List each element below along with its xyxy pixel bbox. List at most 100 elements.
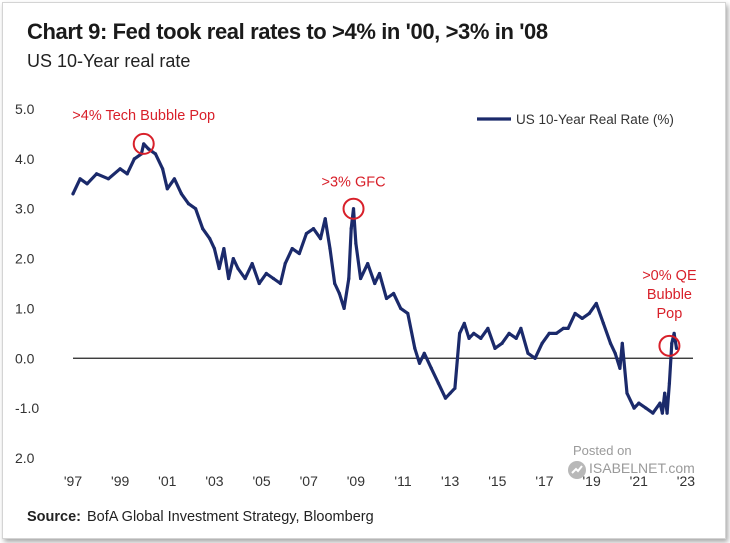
x-tick-label: '15 <box>488 473 506 489</box>
data-point <box>201 227 205 231</box>
data-point <box>406 311 410 316</box>
data-point <box>106 177 110 181</box>
legend: US 10-Year Real Rate (%) <box>477 112 674 127</box>
annotation-label: Pop <box>657 306 683 322</box>
y-tick-label: 1.0 <box>15 300 35 316</box>
data-point <box>554 331 558 335</box>
data-point <box>429 366 433 370</box>
data-point <box>533 356 537 360</box>
data-point <box>283 261 287 266</box>
data-point <box>311 227 316 231</box>
x-tick-label: '03 <box>205 473 223 489</box>
x-tick-label: '05 <box>252 473 270 489</box>
data-point <box>250 261 254 266</box>
data-point <box>337 291 341 296</box>
data-point <box>377 271 382 276</box>
data-point <box>142 142 146 146</box>
data-point <box>413 346 417 350</box>
data-point <box>458 331 462 335</box>
data-point <box>328 247 332 251</box>
data-point <box>613 351 617 355</box>
data-point <box>500 341 504 345</box>
y-tick-label: 2.0 <box>15 450 35 466</box>
data-point <box>443 396 448 400</box>
data-point <box>660 411 664 415</box>
data-point <box>472 331 476 335</box>
data-point <box>179 192 184 196</box>
x-tick-label: '23 <box>677 473 695 489</box>
data-point <box>257 281 261 286</box>
data-point <box>547 331 551 335</box>
data-point <box>342 306 346 311</box>
source-note: Source: BofA Global Investment Strategy, … <box>27 509 374 525</box>
series-layer <box>71 142 679 415</box>
data-point <box>278 281 283 286</box>
data-point <box>222 247 226 251</box>
data-point <box>620 341 624 345</box>
x-tick-label: '01 <box>158 473 176 489</box>
data-point <box>417 361 422 365</box>
data-point <box>323 217 327 221</box>
data-point <box>359 276 363 281</box>
data-point <box>132 157 136 161</box>
data-point <box>354 242 358 246</box>
x-tick-label: '13 <box>441 473 459 489</box>
data-point <box>146 147 151 151</box>
data-point <box>217 266 221 271</box>
data-point <box>514 336 518 340</box>
data-point <box>172 177 176 181</box>
data-point <box>453 386 457 390</box>
data-point <box>208 237 212 241</box>
data-point <box>507 331 511 335</box>
annotation-label: >3% GFC <box>322 175 386 191</box>
data-point <box>667 381 672 385</box>
source-label: Source: <box>27 509 81 525</box>
y-tick-label: 4.0 <box>15 151 35 167</box>
data-point <box>373 281 377 286</box>
data-point <box>663 391 667 395</box>
data-point <box>608 341 613 345</box>
data-point <box>304 232 308 236</box>
x-tick-label: '11 <box>394 473 411 489</box>
data-point <box>665 411 669 415</box>
data-point <box>392 291 396 296</box>
data-point <box>561 326 565 330</box>
legend-label: US 10-Year Real Rate (%) <box>516 112 674 127</box>
data-point <box>580 316 584 320</box>
data-point <box>318 237 323 241</box>
chart-title: Chart 9: Fed took real rates to >4% in '… <box>27 19 548 44</box>
data-point <box>236 266 240 271</box>
line-chart: 5.0 4.0 3.0 2.0 1.0 0.0 -1.0 2.0 '97 '99 '01 '03 '05… <box>15 101 697 489</box>
data-point <box>493 346 497 350</box>
data-point <box>670 341 674 345</box>
data-point <box>462 321 466 325</box>
data-point <box>519 326 523 330</box>
annotation-label: Bubble <box>647 287 692 303</box>
x-tick-label: '97 <box>64 473 82 489</box>
data-point <box>71 192 75 196</box>
data-point <box>651 411 655 415</box>
annotation-circle <box>132 132 155 155</box>
data-point <box>436 381 440 385</box>
data-point <box>243 276 247 281</box>
watermark-site-text: ISABELNET.com <box>589 460 695 476</box>
data-point <box>347 276 351 281</box>
data-point <box>637 401 641 405</box>
watermark: Posted on ISABELNET.com <box>565 443 705 483</box>
data-point <box>573 311 577 316</box>
data-point <box>566 326 570 330</box>
annotation-circle <box>658 334 681 357</box>
data-point <box>384 296 389 301</box>
data-point <box>601 321 606 325</box>
data-point <box>587 311 591 316</box>
data-point <box>165 187 169 191</box>
data-point <box>94 172 99 176</box>
data-point <box>212 247 217 251</box>
data-point <box>448 391 452 395</box>
data-point <box>479 336 483 340</box>
y-tick-label: 0.0 <box>15 350 35 366</box>
annotation-label: >0% QE <box>642 268 697 284</box>
x-tick-label: '21 <box>630 473 648 489</box>
data-point <box>160 167 165 171</box>
